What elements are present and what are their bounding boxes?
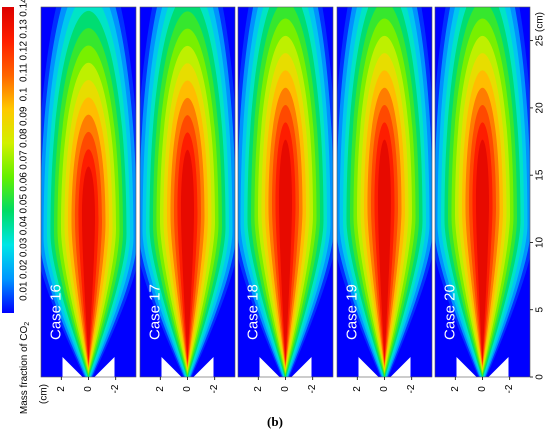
x-axis: 2 0 -2 2 0 -2 2 0 -2 2 0 -2 2 0 -2 (cm) [39, 377, 515, 404]
colorbar-tick-label: 0.08 [19, 128, 30, 148]
x-tick-label: -2 [307, 384, 318, 393]
contour-panel: Case 19 [336, 6, 433, 378]
colorbar-tick-label: 0.06 [19, 172, 30, 192]
contour-level [278, 139, 293, 362]
colorbar-tick-label: 0.03 [19, 237, 30, 257]
colorbar-label-main: Mass fraction of CO [19, 326, 30, 415]
y-tick-label: 10 [535, 236, 546, 248]
colorbar-label: Mass fraction of CO2 [19, 322, 32, 414]
y-tick-label: 0 [535, 374, 546, 380]
x-tick-label: 2 [450, 386, 461, 392]
x-tick-label: 0 [83, 386, 94, 392]
nozzle-wall-right [488, 357, 509, 377]
colorbar-tick-label: 0.13 [19, 19, 30, 39]
nozzle-wall-right [390, 357, 411, 377]
colorbar-tick-label: 0.1 [19, 87, 30, 101]
x-tick-label: 2 [155, 386, 166, 392]
nozzle-wall-right [291, 357, 312, 377]
colorbar-tick-label: 0.05 [19, 194, 30, 214]
y-tick-label: 5 [535, 307, 546, 313]
y-tick-label: 25 [535, 35, 546, 47]
nozzle-wall-left [161, 357, 182, 377]
x-axis-unit: (cm) [39, 384, 50, 404]
y-tick-label: 15 [535, 169, 546, 181]
nozzle-wall-left [358, 357, 379, 377]
contour-panel: Case 20 [434, 6, 531, 378]
nozzle-wall-right [94, 357, 115, 377]
colorbar-ticks: 0.01 0.02 0.03 0.040.05 0.06 0.07 0.08 0.09 0.1 0… [19, 0, 30, 301]
colorbar [2, 7, 14, 313]
caption-text: (b) [267, 414, 283, 429]
colorbar-tick-label: 0.07 [19, 150, 30, 170]
x-tick-label: 2 [56, 386, 67, 392]
x-tick-label: 0 [182, 386, 193, 392]
case-label: Case 18 [245, 284, 262, 340]
x-tick-label: 0 [379, 386, 390, 392]
colorbar-tick-label: 0.04 [19, 215, 30, 235]
x-tick-label: 2 [352, 386, 363, 392]
nozzle-wall-left [456, 357, 477, 377]
colorbar-tick-label: 0.11 [19, 63, 30, 82]
contour-level [81, 166, 96, 362]
y-axis-unit: (cm) [535, 12, 546, 32]
case-label: Case 16 [48, 284, 65, 340]
contour-panel: Case 17 [139, 6, 236, 378]
nozzle-wall-left [259, 357, 280, 377]
case-label: Case 19 [344, 284, 361, 340]
x-tick-label: -2 [504, 384, 515, 393]
case-label: Case 17 [147, 284, 164, 340]
colorbar-tick-label: 0.14 [19, 0, 30, 17]
nozzle-wall-left [62, 357, 83, 377]
colorbar-tick-label: 0.02 [19, 259, 30, 279]
y-axis: 0 5 10 15 20 25 (cm) [530, 12, 546, 380]
x-tick-label: 2 [253, 386, 264, 392]
contour-panels: Case 16 Case 17 Case 18 Case 19 Case 20 [40, 6, 531, 378]
x-tick-label: 0 [280, 386, 291, 392]
contour-panel: Case 16 [40, 6, 137, 378]
colorbar-tick-label: 0.01 [19, 281, 30, 301]
colorbar-tick-label: 0.12 [19, 41, 30, 61]
y-tick-label: 20 [535, 102, 546, 114]
case-label: Case 20 [442, 284, 459, 340]
contour-level [180, 149, 195, 362]
contour-level [377, 139, 392, 362]
contour-level [475, 139, 490, 362]
colorbar-tick-label: 0.09 [19, 106, 30, 126]
colorbar-label-subscript: 2 [24, 322, 31, 326]
x-tick-label: 0 [477, 386, 488, 392]
contour-panel: Case 18 [237, 6, 334, 378]
x-tick-label: -2 [406, 384, 417, 393]
x-tick-label: -2 [209, 384, 220, 393]
x-tick-label: -2 [110, 384, 121, 393]
nozzle-wall-right [193, 357, 214, 377]
figure-caption: (b) [0, 414, 550, 430]
